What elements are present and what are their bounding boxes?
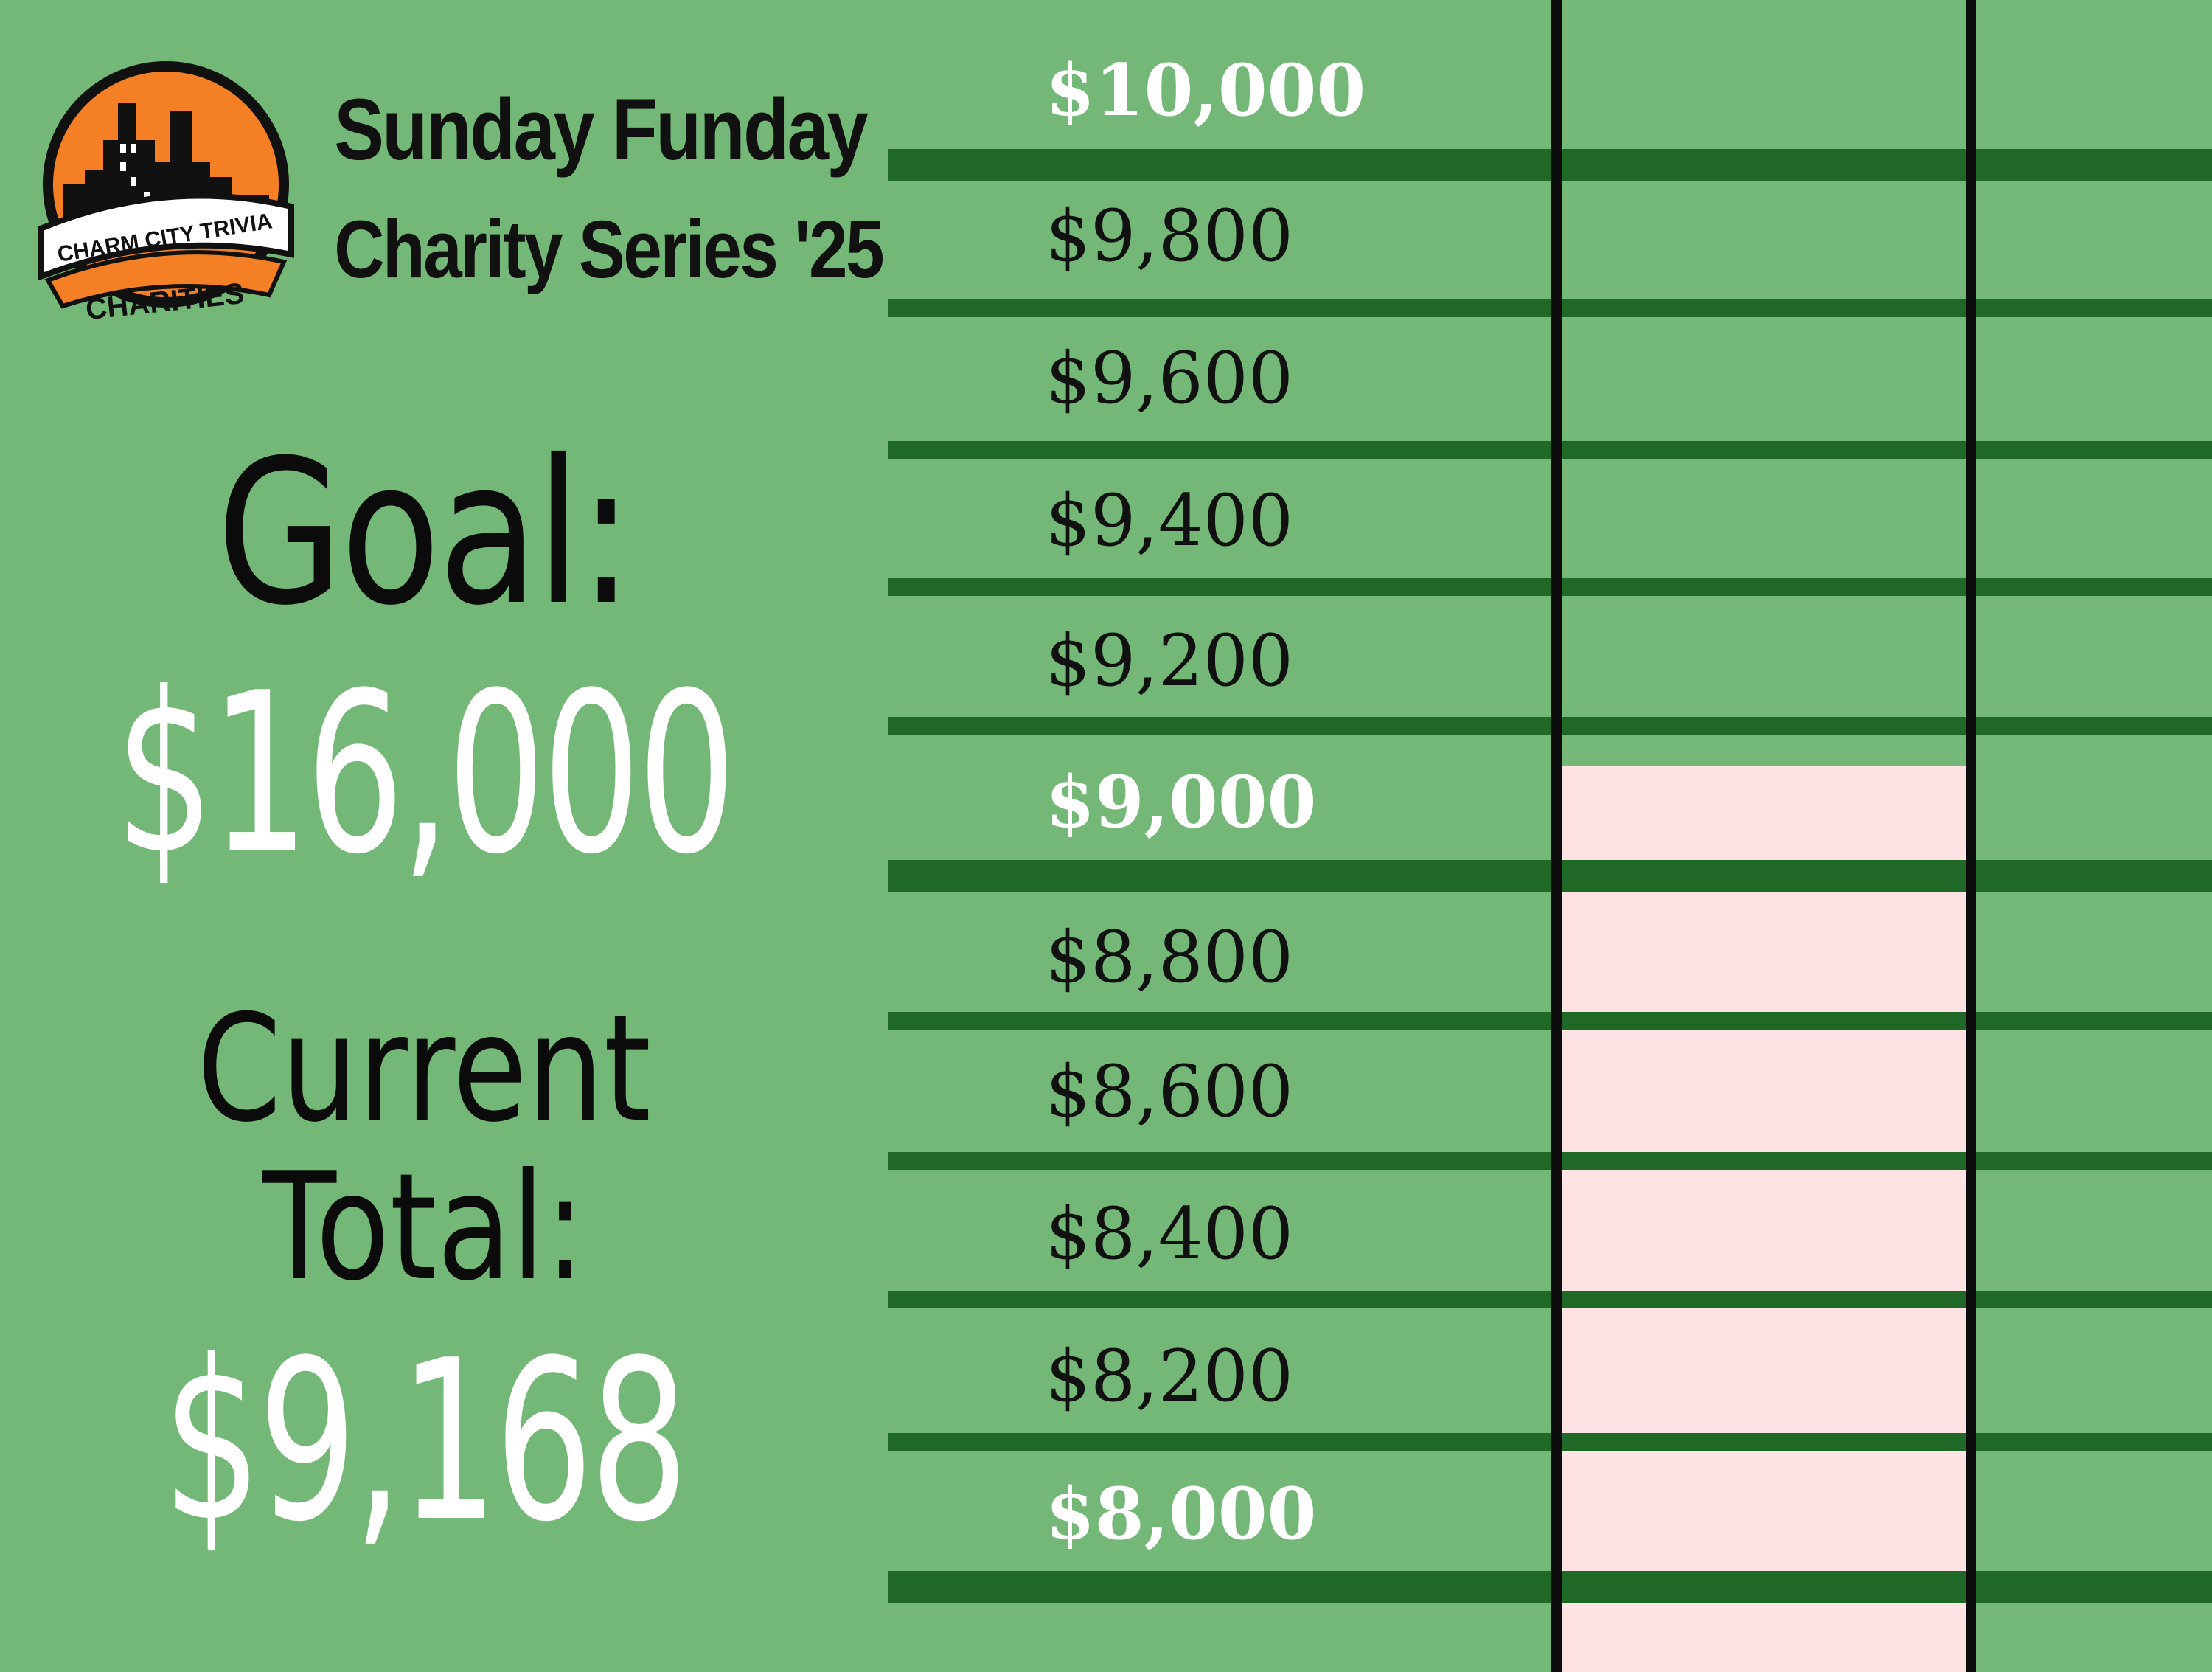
level-label: $8,400 [1046,1193,1293,1275]
level-label: $10,000 [1046,49,1366,132]
gridline [888,578,2212,596]
level-label: $8,200 [1046,1335,1293,1418]
level-label: $9,400 [1046,479,1293,562]
current-label-line-1: Current [197,983,651,1155]
level-label: $9,200 [1046,620,1293,702]
gridline [888,441,2212,459]
current-label-line-2: Total: [262,1142,586,1314]
gridline [888,299,2212,317]
level-label: $8,800 [1046,916,1293,999]
gridline [888,1571,2212,1603]
gridline [888,860,2212,892]
level-label: $9,800 [1046,195,1293,277]
gridline [888,717,2212,735]
title-line-2: Charity Series '25 [334,204,884,295]
level-label: $8,600 [1046,1050,1293,1133]
thermometer-fill [1562,766,1966,1672]
gridline [888,1012,2212,1030]
title-line-1: Sunday Funday [334,81,869,178]
gridline [888,1291,2212,1308]
goal-amount: $16,000 [115,645,736,903]
level-label: $9,600 [1046,337,1293,420]
current-total-amount: $9,168 [162,1313,689,1570]
gridline [888,1152,2212,1170]
level-label: $9,000 [1046,760,1317,844]
gridline [888,149,2212,181]
thermometer-left-wall [1551,0,1562,1672]
goal-label: Goal: [216,417,634,649]
charm-city-trivia-logo: CHARM CITY TRIVIA CHARITIES [38,61,294,326]
thermometer-right-wall [1966,0,1976,1672]
gridline [888,1433,2212,1451]
level-label: $8,000 [1046,1472,1317,1555]
